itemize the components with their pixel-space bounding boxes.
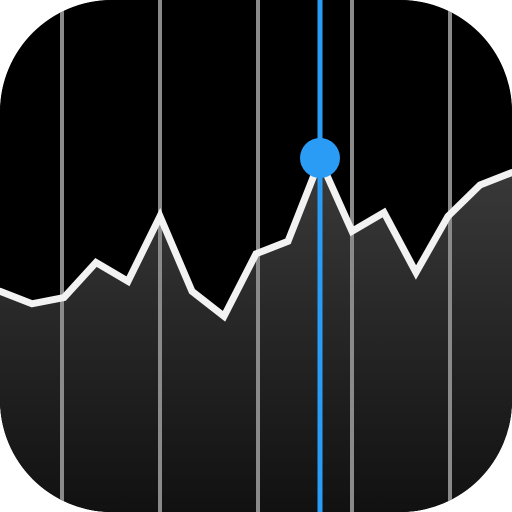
price-line: [0, 150, 512, 322]
grid-lines: [60, 0, 452, 512]
cursor-dot: [300, 138, 340, 178]
